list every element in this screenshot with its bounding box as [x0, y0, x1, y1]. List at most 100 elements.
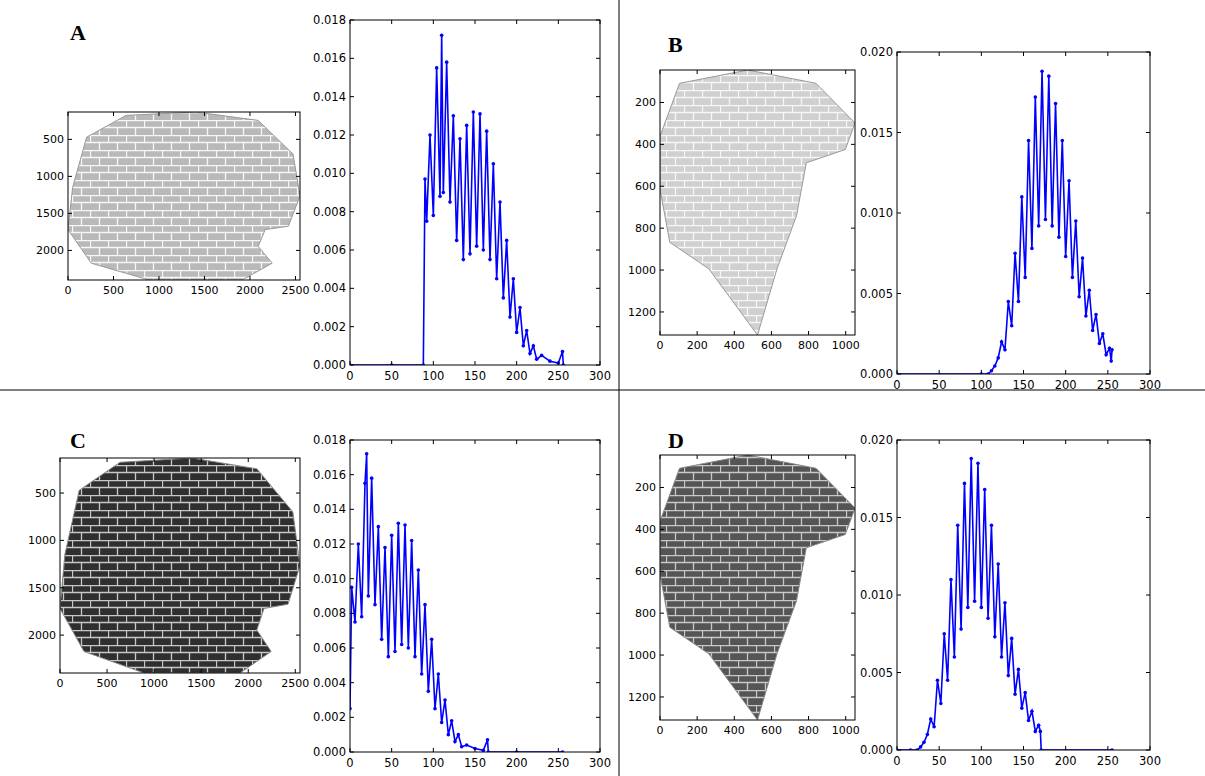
y-tick — [596, 474, 600, 475]
histogram-point — [390, 534, 394, 538]
y-tick — [60, 540, 64, 541]
x-tick — [771, 70, 772, 74]
histogram-point — [370, 476, 374, 480]
y-tick-label: 2000 — [36, 244, 64, 257]
histogram-point — [458, 137, 462, 141]
histogram-point — [447, 733, 451, 737]
x-tick — [158, 276, 159, 280]
y-tick — [660, 186, 664, 187]
histogram-point — [460, 745, 464, 749]
histogram-point — [457, 733, 461, 737]
y-tick — [350, 135, 354, 136]
y-tick — [596, 58, 600, 59]
y-tick — [350, 544, 354, 545]
histogram-point — [1020, 195, 1024, 199]
histogram-point — [1023, 276, 1027, 280]
y-tick — [660, 487, 664, 488]
x-tick — [1150, 370, 1151, 374]
y-tick — [60, 635, 64, 636]
y-tick — [68, 139, 72, 140]
histogram-point — [929, 717, 933, 721]
histogram-point — [410, 539, 414, 543]
histogram-panel: 0501001502002503000.0000.0020.0040.0060.… — [313, 433, 611, 769]
histogram-point — [440, 34, 444, 38]
y-tick — [68, 176, 72, 177]
y-tick — [897, 595, 901, 596]
x-tick — [558, 748, 559, 752]
histogram-point — [939, 702, 943, 706]
histogram-point — [1034, 95, 1038, 99]
histogram-point — [400, 643, 404, 647]
histogram-point — [1010, 324, 1014, 328]
histogram-point — [1109, 359, 1113, 363]
histogram-point — [482, 248, 486, 252]
x-tick — [981, 440, 982, 444]
histogram-point — [462, 258, 466, 262]
x-tick-label: 0 — [346, 756, 353, 770]
x-tick — [939, 746, 940, 750]
histogram-point — [1037, 723, 1041, 727]
x-tick-label: 0 — [657, 724, 664, 737]
x-tick-label: 300 — [589, 756, 611, 770]
histogram-point — [455, 239, 459, 243]
x-tick — [154, 669, 155, 673]
plot-area — [350, 34, 565, 365]
y-tick-label: 0.016 — [313, 51, 346, 65]
histogram-point — [465, 743, 469, 747]
x-tick-label: 150 — [1013, 754, 1035, 768]
histogram-point — [488, 258, 492, 262]
x-tick — [939, 370, 940, 374]
y-tick — [350, 578, 354, 579]
y-tick-label: 600 — [635, 180, 656, 193]
figure: 05001000150020002500500100015002000A0501… — [0, 0, 1205, 776]
histogram-point — [973, 599, 977, 603]
x-tick-label: 300 — [1139, 378, 1161, 392]
x-tick — [350, 748, 351, 752]
histogram-point — [1067, 179, 1071, 183]
histogram-point — [1037, 224, 1041, 228]
x-tick — [1107, 52, 1108, 56]
y-tick-label: 0.005 — [860, 666, 893, 680]
y-tick — [851, 311, 855, 312]
y-tick-label: 1500 — [36, 207, 64, 220]
histogram-point — [1017, 300, 1021, 304]
y-tick — [851, 696, 855, 697]
y-tick — [1146, 213, 1150, 214]
histogram-point — [1013, 692, 1017, 696]
x-tick — [1065, 52, 1066, 56]
histogram-point — [350, 586, 353, 590]
x-tick-label: 250 — [1097, 378, 1119, 392]
histogram-point — [983, 488, 987, 492]
histogram-point — [548, 359, 552, 363]
histogram-point — [373, 603, 377, 607]
y-tick — [60, 493, 64, 494]
y-tick-label: 0.018 — [313, 13, 346, 27]
histogram-point — [1040, 70, 1044, 74]
histogram-point — [518, 306, 522, 310]
x-tick — [1023, 370, 1024, 374]
histogram-point — [377, 525, 381, 529]
histogram-point — [445, 60, 449, 64]
histogram-panel: 0501001502002503000.0000.0050.0100.0150.… — [860, 433, 1161, 767]
x-tick — [771, 331, 772, 335]
histogram-point — [522, 344, 526, 348]
histogram-point — [1000, 655, 1004, 659]
histogram-point — [1101, 332, 1105, 336]
y-tick-label: 200 — [635, 481, 656, 494]
x-tick — [433, 20, 434, 24]
x-tick — [248, 458, 249, 462]
y-tick — [660, 311, 664, 312]
histogram-point — [486, 738, 490, 742]
y-tick — [1146, 517, 1150, 518]
histogram-point — [403, 523, 407, 527]
y-tick — [350, 717, 354, 718]
x-tick-label: 200 — [1055, 754, 1077, 768]
histogram-point — [380, 638, 384, 642]
y-tick-label: 0.000 — [860, 367, 893, 381]
histogram-point — [353, 620, 357, 624]
histogram-point — [969, 457, 973, 461]
histogram-point — [495, 277, 499, 281]
histogram-point — [438, 195, 442, 199]
y-tick — [350, 682, 354, 683]
y-tick-label: 500 — [35, 487, 56, 500]
